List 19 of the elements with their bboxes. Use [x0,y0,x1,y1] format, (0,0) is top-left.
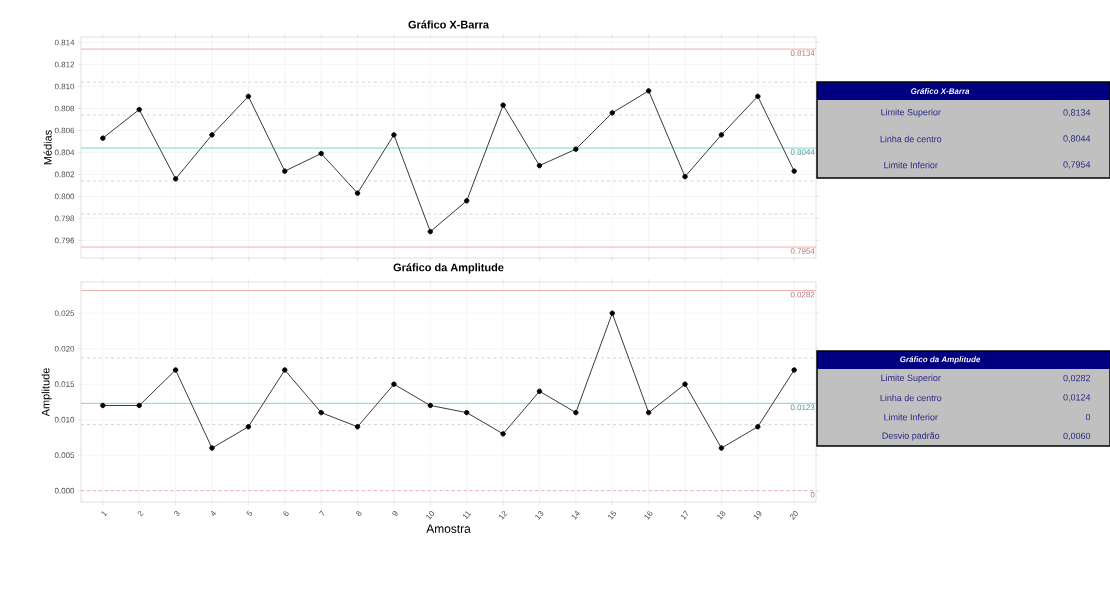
text: Limite Inferior [884,413,938,421]
chart-title: Gráfico da Amplitude [393,263,504,274]
text: 0,0060 [1063,432,1091,441]
x-axis-title: Amostra [426,524,471,533]
text: Linha de centro [880,394,942,402]
text: Limite Superior [881,374,941,383]
text: Limite Inferior [884,161,938,169]
text: Desvio padrão [882,432,940,441]
text: Limite Superior [881,108,941,118]
text: 0,0124 [1063,394,1091,402]
y-axis-title: Médias [43,130,52,165]
text: Linha de centro [880,135,942,143]
text: 0,0282 [1063,374,1091,383]
chart-title: Gráfico X-Barra [408,20,490,29]
text: 0,7954 [1063,161,1091,169]
text: 0,8044 [1063,135,1091,143]
text: 0,8134 [1063,109,1091,117]
y-axis-title: Amplitude [41,368,52,417]
text: 0 [1085,413,1091,421]
